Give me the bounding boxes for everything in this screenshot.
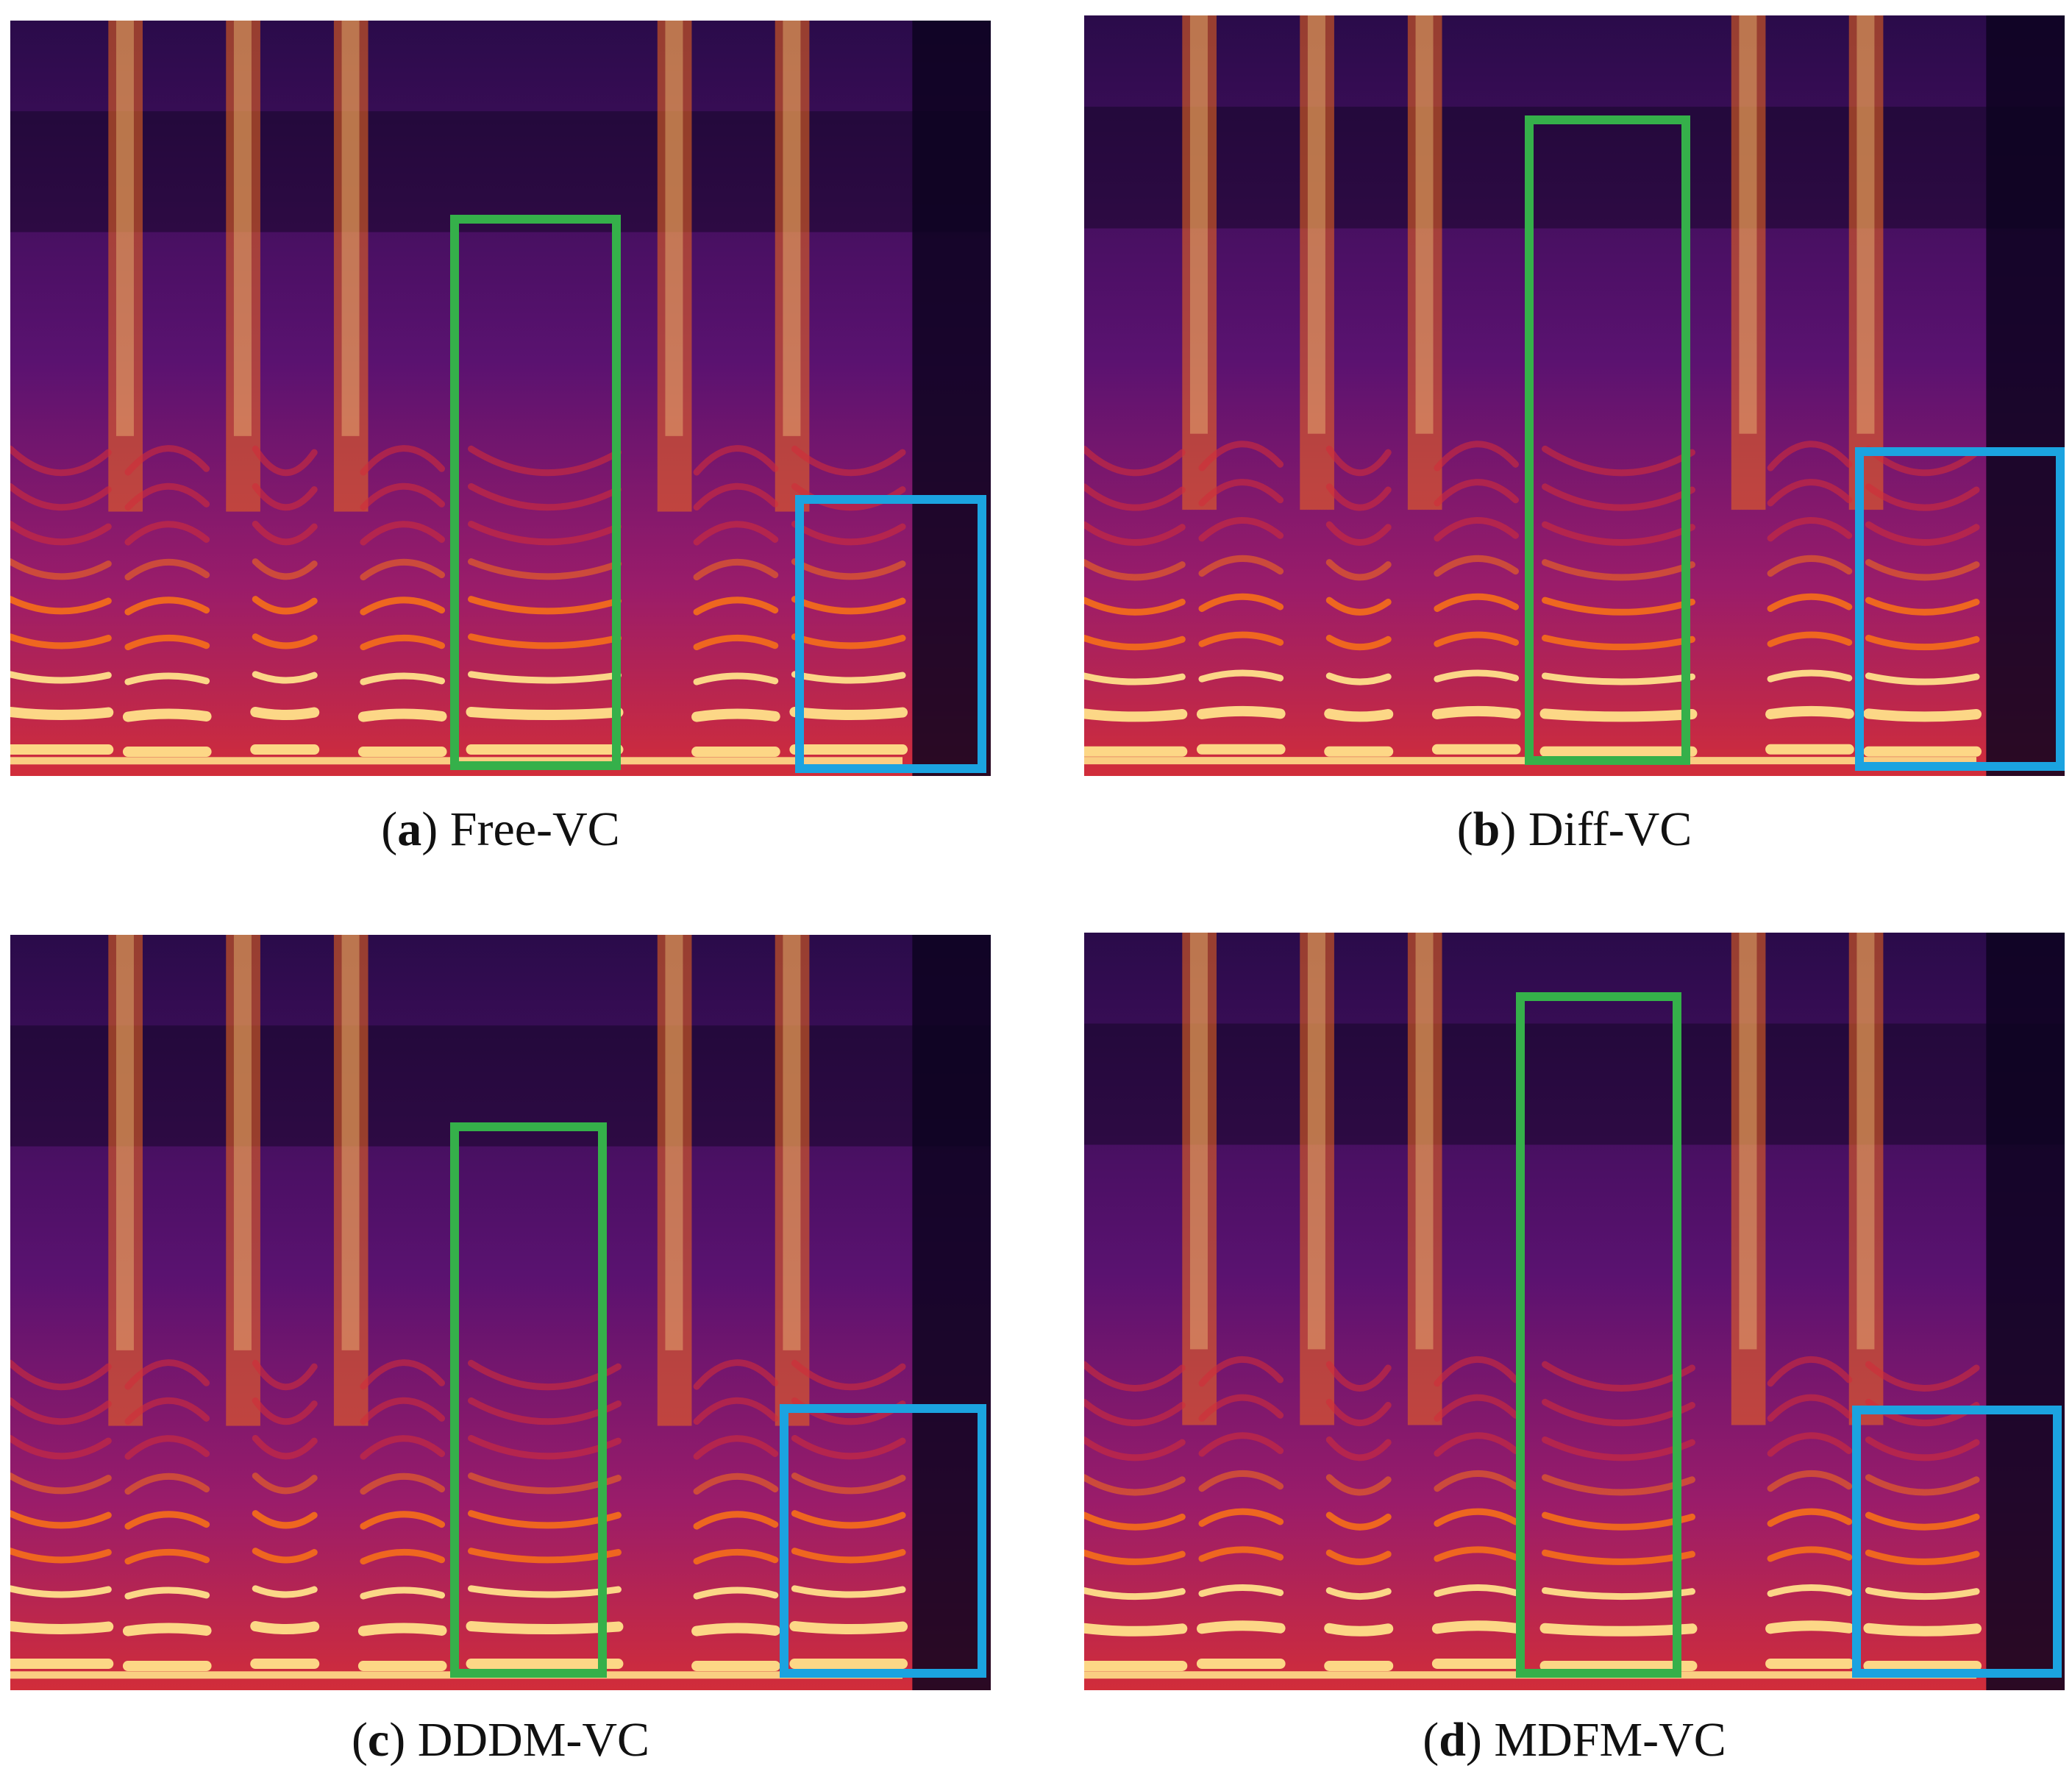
caption-tag: b bbox=[1473, 802, 1500, 856]
highlight-box-green bbox=[450, 215, 621, 770]
spectrogram-texture bbox=[10, 21, 991, 776]
highlight-box-green bbox=[1516, 992, 1681, 1678]
spectrogram-diff-vc bbox=[1084, 15, 2065, 776]
caption-b: (b) Diff-VC bbox=[1456, 802, 1692, 856]
highlight-box-blue bbox=[1855, 447, 2065, 771]
spectrogram-texture bbox=[1084, 933, 2065, 1690]
highlight-box-blue bbox=[780, 1404, 986, 1678]
caption-tag: a bbox=[397, 802, 422, 856]
caption-label: DDDM-VC bbox=[417, 1713, 650, 1767]
caption-tag: c bbox=[367, 1713, 390, 1767]
highlight-box-blue bbox=[1852, 1406, 2062, 1678]
caption-tag: d bbox=[1439, 1713, 1466, 1767]
caption-label: MDFM-VC bbox=[1494, 1713, 1726, 1767]
caption-label: Free-VC bbox=[449, 802, 620, 856]
caption-d: (d) MDFM-VC bbox=[1423, 1713, 1726, 1767]
spectrogram-mdfm-vc bbox=[1084, 933, 2065, 1690]
spectrogram-dddm-vc bbox=[10, 935, 991, 1690]
highlight-box-green bbox=[450, 1122, 607, 1678]
caption-label: Diff-VC bbox=[1528, 802, 1692, 856]
highlight-box-green bbox=[1525, 115, 1690, 765]
caption-a: (a) Free-VC bbox=[381, 802, 620, 856]
spectrogram-free-vc bbox=[10, 21, 991, 776]
spectrogram-texture bbox=[10, 935, 991, 1690]
spectrogram-texture bbox=[1084, 15, 2065, 776]
highlight-box-blue bbox=[795, 495, 986, 773]
caption-c: (c) DDDM-VC bbox=[351, 1713, 650, 1767]
